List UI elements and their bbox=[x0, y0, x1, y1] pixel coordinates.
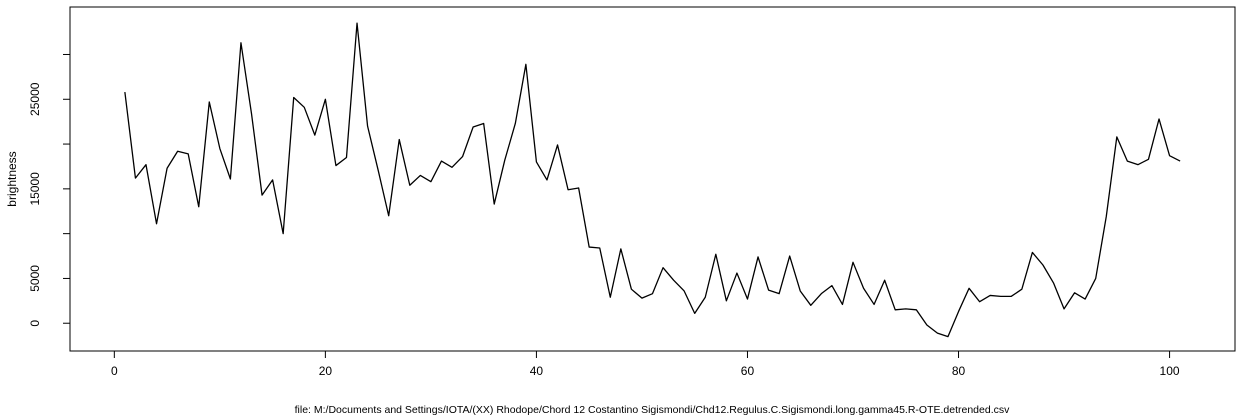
file-path-caption: file: M:/Documents and Settings/IOTA/(XX… bbox=[295, 404, 1010, 416]
x-tick-label: 80 bbox=[952, 364, 966, 378]
series-layer bbox=[124, 22, 1181, 338]
x-axis: 0 20 40 60 80 100 bbox=[111, 351, 1180, 378]
plot-frame bbox=[69, 6, 1236, 352]
y-tick-label: 15000 bbox=[28, 172, 42, 206]
y-axis: 0 5000 15000 25000 bbox=[28, 53, 70, 327]
x-tick-label: 20 bbox=[319, 364, 333, 378]
y-tick-label: 0 bbox=[28, 320, 42, 327]
x-tick-label: 60 bbox=[741, 364, 755, 378]
y-tick-label: 5000 bbox=[28, 265, 42, 292]
y-tick-label: 25000 bbox=[28, 82, 42, 116]
x-tick-label: 0 bbox=[111, 364, 118, 378]
y-axis-label: brightness bbox=[5, 151, 19, 206]
x-tick-label: 100 bbox=[1160, 364, 1180, 378]
x-tick-label: 40 bbox=[530, 364, 544, 378]
series-line bbox=[124, 22, 1181, 338]
